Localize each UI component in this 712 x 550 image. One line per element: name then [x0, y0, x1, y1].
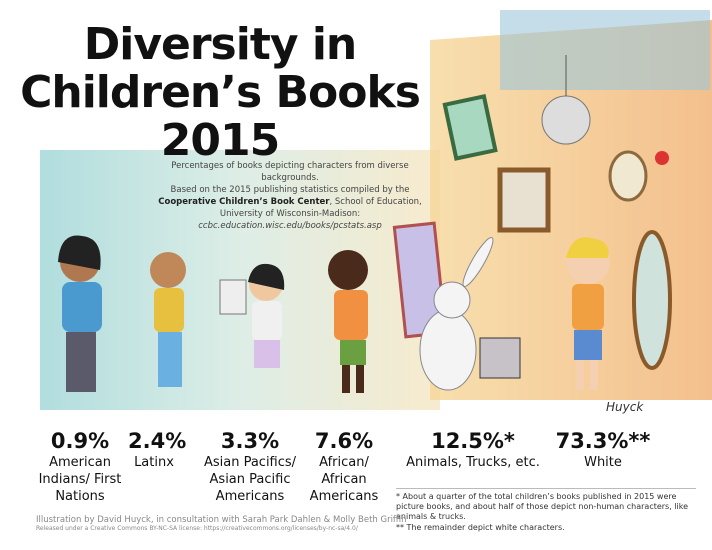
- stool: [479, 337, 521, 379]
- stat-label: Animals, Trucks, etc.: [406, 455, 540, 470]
- stat: 3.3% Asian Pacifics/ Asian Pacific Americ…: [198, 428, 302, 505]
- mirror: [608, 150, 648, 202]
- stat-value: 0.9%: [50, 429, 110, 453]
- kid: [150, 252, 186, 387]
- stat-label: African/ African Americans: [309, 455, 379, 504]
- stat: 12.5%* Animals, Trucks, etc.: [398, 428, 548, 471]
- frame: [497, 167, 551, 233]
- rabbit: [419, 237, 494, 391]
- stat-label: White: [584, 455, 622, 470]
- description-text: Based on the 2015 publishing statistics …: [170, 185, 410, 195]
- hand-mirror: [219, 279, 247, 315]
- license: Released under a Creative Commons BY-NC-…: [36, 525, 358, 532]
- stat-value: 12.5%*: [431, 429, 515, 453]
- stat-label: Asian Pacifics/ Asian Pacific Americans: [203, 455, 297, 504]
- description: Percentages of books depicting character…: [150, 160, 430, 232]
- stat-label: Latinx: [134, 455, 174, 470]
- frame: [442, 94, 498, 161]
- stat-label: American Indians/ First Nations: [38, 455, 122, 504]
- knob: [655, 151, 669, 165]
- stat-value: 73.3%**: [555, 429, 651, 453]
- footnote: * About a quarter of the total children’…: [396, 492, 689, 521]
- credit: Illustration by David Huyck, in consulta…: [36, 515, 407, 525]
- footnote: ** The remainder depict white characters…: [396, 523, 565, 532]
- title-line: Children’s Books: [20, 67, 421, 118]
- footnotes: * About a quarter of the total children’…: [396, 488, 696, 534]
- signature: Huyck: [606, 400, 644, 414]
- kid: [248, 263, 285, 368]
- description-bold: Cooperative Children’s Book Center: [158, 197, 330, 207]
- credits: Illustration by David Huyck, in consulta…: [36, 515, 407, 532]
- stat-value: 7.6%: [314, 429, 374, 453]
- kid: [58, 235, 102, 392]
- stat: 73.3%** White: [548, 428, 658, 471]
- url: ccbc.education.wisc.edu/books/pcstats.as…: [198, 221, 382, 231]
- stat: 0.9% American Indians/ First Nations: [30, 428, 130, 505]
- description-text: , School of Education, University of Wis…: [219, 197, 422, 219]
- title-year: 2015: [160, 115, 280, 166]
- standing-mirror: [632, 230, 672, 370]
- stat-value: 3.3%: [220, 429, 280, 453]
- kid: [328, 250, 368, 393]
- title-line: Diversity in: [83, 19, 358, 70]
- disco-ball: [541, 95, 591, 145]
- description-line: Percentages of books depicting character…: [171, 161, 409, 183]
- stat-value: 2.4%: [128, 429, 187, 453]
- illustration: [40, 10, 712, 410]
- kid: [566, 237, 610, 390]
- window: [500, 10, 710, 90]
- stat: 7.6% African/ African Americans: [296, 428, 392, 505]
- stat: 2.4% Latinx: [128, 428, 187, 471]
